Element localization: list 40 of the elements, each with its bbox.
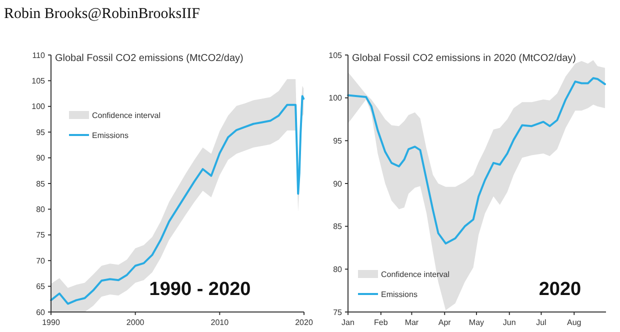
line-series [347,77,606,244]
chart-title: Global Fossil CO2 emissions in 2020 (MtCO2/day) [352,53,576,64]
annotation: Confidence interval [92,110,161,120]
y-tick-label: 85 [333,222,343,232]
x-tick-label: 1990 [42,318,60,327]
y-tick-label: 105 [32,76,46,86]
chart-title: Global Fossil CO2 emissions (MtCO2/day) [55,53,244,64]
x-tick-label: Mar [404,318,419,327]
annotation: Confidence interval [381,270,450,279]
x-tick-label: Jun [502,318,516,327]
annotation: 1990 - 2020 [149,279,251,300]
x-tick-label: May [468,318,484,327]
x-tick-label: Apr [438,318,452,327]
y-tick-label: 85 [36,179,46,188]
x-tick-label: Aug [567,318,582,327]
y-tick-label: 90 [36,154,46,163]
y-tick-label: 75 [333,308,343,317]
x-tick-label: 2010 [210,318,230,327]
x-tick-label: Jan [342,318,354,327]
y-tick-label: 105 [328,50,343,60]
text: Robin Brooks@RobinBrooksIIF [4,6,200,22]
x-tick-label: 2020 [295,318,314,327]
y-tick-label: 80 [333,264,343,274]
y-tick-label: 90 [333,179,343,188]
y-tick-label: 110 [32,50,46,60]
x-tick-label: Feb [374,318,388,327]
y-tick-label: 95 [36,128,46,137]
y-tick-label: 95 [333,136,343,146]
y-tick-label: 70 [36,256,46,266]
y-tick-label: 80 [36,205,46,214]
y-tick-label: 60 [36,308,46,317]
legend-label: Emissions [381,290,418,299]
y-tick-label: 65 [36,282,46,292]
x-tick-label: 2000 [126,318,145,327]
annotation: 2020 [538,279,582,300]
legend-label: Emissions [92,130,128,140]
y-tick-label: 100 [328,94,343,103]
y-tick-label: 100 [32,102,46,112]
y-tick-label: 75 [36,230,46,240]
x-tick-label: Jul [536,318,547,327]
